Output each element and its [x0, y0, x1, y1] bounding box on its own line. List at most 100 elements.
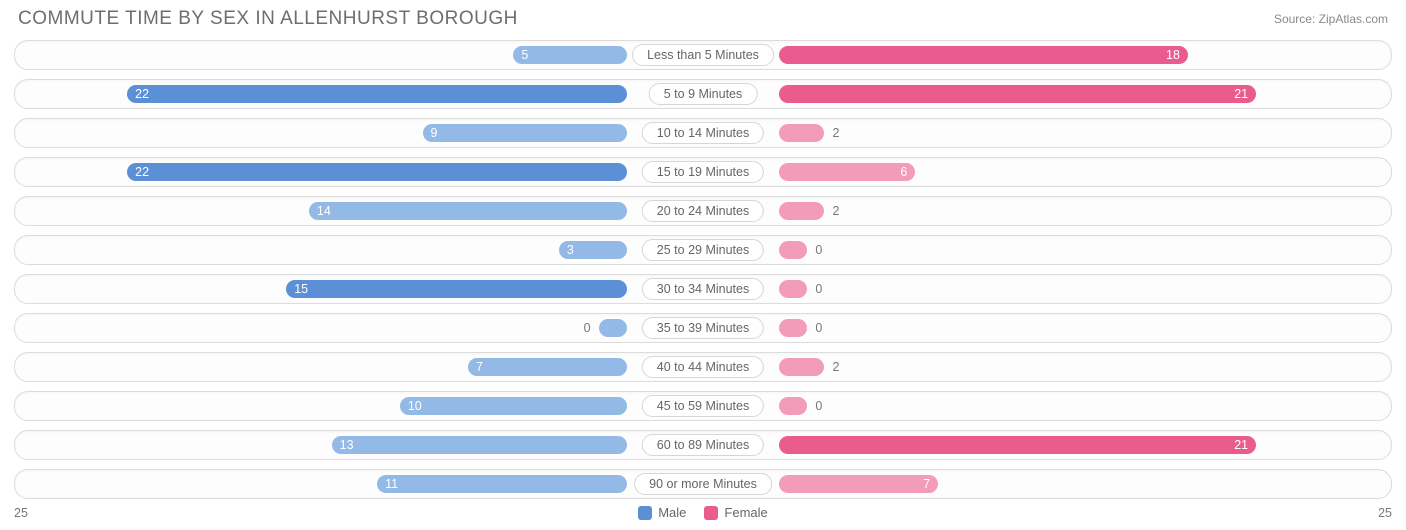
row-category-label: 10 to 14 Minutes: [642, 122, 764, 144]
female-value: 6: [900, 165, 907, 179]
female-value: 21: [1234, 87, 1248, 101]
female-bar: [779, 241, 807, 259]
legend: Male Female: [54, 505, 1352, 520]
row-category-label: 35 to 39 Minutes: [642, 317, 764, 339]
axis-left-max: 25: [14, 506, 54, 520]
male-half: 7: [59, 353, 627, 381]
female-half: 21: [779, 431, 1347, 459]
data-row: 22 6 15 to 19 Minutes: [14, 157, 1392, 187]
data-row: 0 0 35 to 39 Minutes: [14, 313, 1392, 343]
male-half: 22: [59, 158, 627, 186]
female-value: 2: [824, 126, 847, 140]
male-value: 11: [385, 477, 398, 491]
male-half: 14: [59, 197, 627, 225]
female-bar: [779, 358, 824, 376]
male-bar: 3: [559, 241, 627, 259]
male-half: 13: [59, 431, 627, 459]
female-value: 2: [824, 204, 847, 218]
male-bar: 10: [400, 397, 627, 415]
female-half: 0: [779, 392, 1347, 420]
female-half: 21: [779, 80, 1347, 108]
data-row: 15030 to 34 Minutes: [14, 274, 1392, 304]
row-category-label: 45 to 59 Minutes: [642, 395, 764, 417]
row-category-label: 90 or more Minutes: [634, 473, 772, 495]
male-bar: 11: [377, 475, 627, 493]
row-category-label: 20 to 24 Minutes: [642, 200, 764, 222]
male-half: 15: [59, 275, 627, 303]
male-half: 0: [59, 314, 627, 342]
male-value: 5: [521, 48, 528, 62]
legend-female-label: Female: [724, 505, 767, 520]
data-row: 10 0 45 to 59 Minutes: [14, 391, 1392, 421]
female-bar: [779, 202, 824, 220]
male-half: 5: [59, 41, 627, 69]
axis-right-max: 25: [1352, 506, 1392, 520]
male-bar: 9: [423, 124, 627, 142]
row-category-label: 40 to 44 Minutes: [642, 356, 764, 378]
data-row: 13 21 60 to 89 Minutes: [14, 430, 1392, 460]
female-bar: 6: [779, 163, 915, 181]
row-category-label: 60 to 89 Minutes: [642, 434, 764, 456]
legend-female: Female: [704, 505, 767, 520]
female-value: 0: [807, 399, 830, 413]
female-value: 2: [824, 360, 847, 374]
female-value: 0: [807, 282, 830, 296]
female-value: 18: [1166, 48, 1180, 62]
male-value: 14: [317, 204, 331, 218]
male-bar: 7: [468, 358, 627, 376]
male-bar: 14: [309, 202, 627, 220]
rows-container: 518Less than 5 Minutes22215 to 9 Minutes…: [14, 40, 1392, 499]
female-half: 7: [779, 470, 1347, 498]
male-bar: 22: [127, 85, 627, 103]
male-bar: [599, 319, 627, 337]
female-value: 0: [807, 243, 830, 257]
female-bar: [779, 124, 824, 142]
female-bar: [779, 397, 807, 415]
female-value: 0: [807, 321, 830, 335]
data-row: 14 2 20 to 24 Minutes: [14, 196, 1392, 226]
male-value: 3: [567, 243, 574, 257]
commute-chart: Commute Time By Sex in Allenhurst Boroug…: [0, 0, 1406, 530]
male-half: 9: [59, 119, 627, 147]
female-value: 7: [923, 477, 930, 491]
male-value: 13: [340, 438, 354, 452]
female-half: 2: [779, 119, 1347, 147]
row-category-label: 25 to 29 Minutes: [642, 239, 764, 261]
header-row: Commute Time By Sex in Allenhurst Boroug…: [14, 8, 1392, 40]
footer-row: 25 Male Female 25: [14, 499, 1392, 520]
male-value: 15: [294, 282, 308, 296]
female-half: 6: [779, 158, 1347, 186]
male-value: 7: [476, 360, 483, 374]
male-swatch-icon: [638, 506, 652, 520]
data-row: 9 2 10 to 14 Minutes: [14, 118, 1392, 148]
male-value: 9: [431, 126, 438, 140]
male-half: 3: [59, 236, 627, 264]
female-bar: 21: [779, 85, 1256, 103]
male-value: 22: [135, 87, 149, 101]
female-swatch-icon: [704, 506, 718, 520]
male-bar: 22: [127, 163, 627, 181]
female-half: 0: [779, 275, 1347, 303]
female-value: 21: [1234, 438, 1248, 452]
male-half: 11: [59, 470, 627, 498]
row-category-label: Less than 5 Minutes: [632, 44, 774, 66]
female-half: 2: [779, 197, 1347, 225]
data-row: 22215 to 9 Minutes: [14, 79, 1392, 109]
male-value: 22: [135, 165, 149, 179]
female-bar: 21: [779, 436, 1256, 454]
female-bar: [779, 319, 807, 337]
male-value: 0: [576, 321, 599, 335]
female-half: 0: [779, 314, 1347, 342]
male-half: 22: [59, 80, 627, 108]
female-bar: 18: [779, 46, 1188, 64]
male-bar: 15: [286, 280, 627, 298]
male-bar: 13: [332, 436, 627, 454]
row-category-label: 15 to 19 Minutes: [642, 161, 764, 183]
chart-source: Source: ZipAtlas.com: [1274, 12, 1388, 26]
male-bar: 5: [513, 46, 627, 64]
legend-male-label: Male: [658, 505, 686, 520]
female-half: 0: [779, 236, 1347, 264]
data-row: 11 7 90 or more Minutes: [14, 469, 1392, 499]
male-half: 10: [59, 392, 627, 420]
chart-title: Commute Time By Sex in Allenhurst Boroug…: [18, 8, 518, 30]
